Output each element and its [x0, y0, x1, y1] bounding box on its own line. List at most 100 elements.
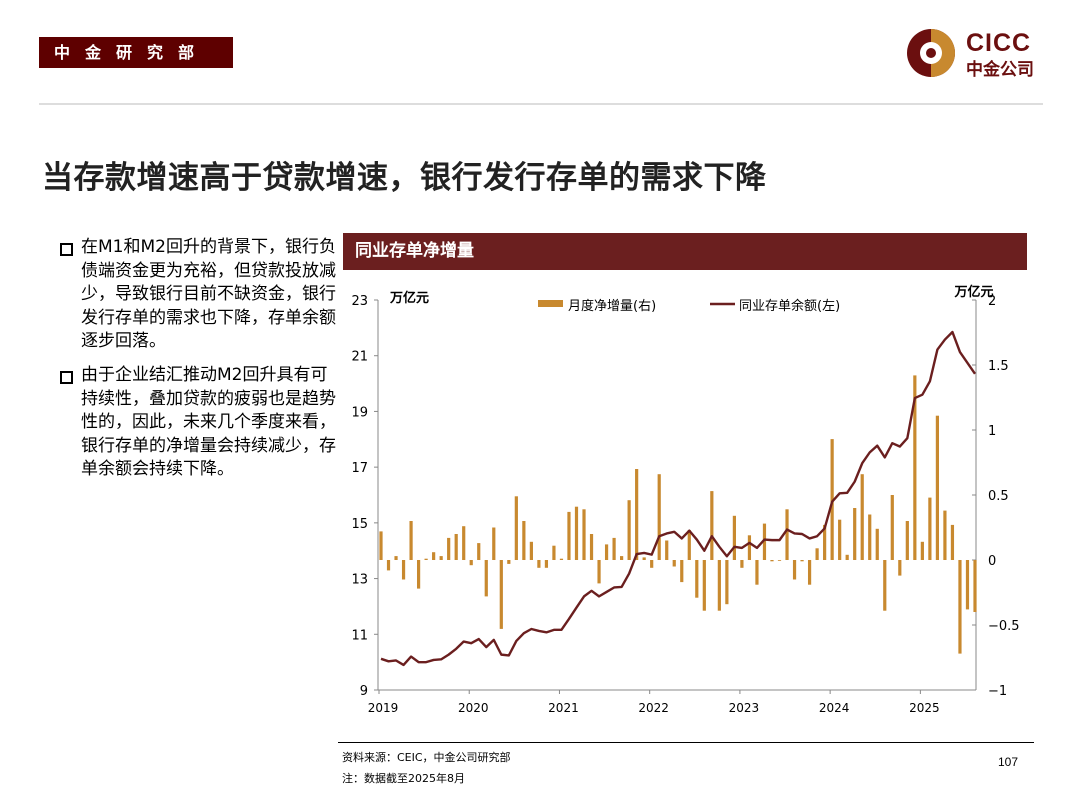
bar [529, 541, 533, 560]
bar [507, 560, 511, 564]
left-tick-label: 19 [351, 405, 368, 420]
bar [905, 521, 909, 560]
bar [792, 560, 797, 580]
x-tick-label: 2022 [638, 701, 669, 715]
left-tick-label: 9 [360, 684, 368, 699]
x-tick-label: 2021 [548, 701, 579, 715]
x-tick-label: 2025 [909, 701, 940, 715]
bar [717, 560, 721, 611]
bar [913, 375, 917, 560]
left-tick-label: 15 [351, 517, 368, 532]
bar [439, 556, 443, 560]
legend-bar-swatch [538, 300, 563, 307]
bar [830, 439, 834, 560]
bar [815, 548, 819, 560]
right-tick-label: 0.5 [988, 489, 1009, 504]
bar [838, 519, 842, 560]
logo-text-zh: 中金公司 [966, 60, 1034, 80]
bar [725, 560, 729, 605]
bar [552, 545, 556, 560]
legend-line-label: 同业存单余额(左) [739, 298, 840, 314]
cicc-logo: CICC 中金公司 [905, 27, 1050, 80]
x-tick-label: 2019 [368, 701, 399, 715]
legend-bar-label: 月度净增量(右) [568, 298, 656, 314]
bar [845, 554, 849, 560]
bar [665, 540, 669, 560]
bar [499, 560, 503, 629]
slide-title: 当存款增速高于贷款增速，银行发行存单的需求下降 [42, 160, 767, 196]
bar [740, 560, 744, 568]
bar [935, 415, 940, 560]
bar [672, 560, 676, 567]
square-bullet-icon [60, 370, 73, 384]
bar [762, 523, 767, 560]
bar [687, 530, 691, 560]
bar [732, 515, 736, 560]
right-tick-label: −1 [988, 684, 1007, 699]
bar [567, 511, 571, 560]
bar [868, 514, 872, 560]
bar [409, 521, 413, 560]
bar [642, 557, 646, 560]
bar [537, 560, 541, 568]
bar [898, 560, 902, 576]
right-tick-label: 2 [988, 294, 996, 309]
bar [462, 526, 466, 560]
cicc-logo-icon [907, 29, 955, 77]
footer-divider [338, 742, 1034, 743]
bar [627, 500, 631, 560]
bar [582, 509, 586, 560]
bar [747, 535, 752, 560]
bar [492, 527, 496, 560]
bar [973, 560, 977, 612]
left-tick-label: 23 [351, 294, 368, 309]
bar [860, 474, 864, 560]
header-divider [39, 103, 1043, 105]
bar [379, 531, 383, 560]
bar [890, 495, 894, 560]
bullet-item: 由于企业结汇推动M2回升具有可持续性，叠加贷款的疲弱也是趋势性的，因此，未来几个… [60, 364, 342, 482]
bar [657, 474, 661, 560]
x-tick-label: 2024 [819, 701, 850, 715]
x-tick-label: 2020 [458, 701, 489, 715]
bar [823, 524, 827, 560]
chart: 9 11 13 15 17 19 21 23 −1 −0.5 0 0.5 1 1.5 2 2019 2020 20… [351, 284, 1020, 715]
bar [477, 543, 481, 560]
bullet-text: 由于企业结汇推动M2回升具有可持续性，叠加贷款的疲弱也是趋势性的，因此，未来几个… [81, 364, 336, 480]
bar [777, 560, 782, 561]
bar [883, 560, 887, 611]
bar [800, 560, 804, 562]
bar [604, 544, 609, 560]
bar [574, 506, 579, 560]
bullet-list: 在M1和M2回升的背景下，银行负债端资金更为充裕，但贷款投放减少，导致银行目前不… [60, 236, 342, 492]
square-bullet-icon [60, 243, 73, 256]
right-tick-label: −0.5 [988, 619, 1020, 634]
bar [401, 560, 406, 580]
bar [454, 534, 458, 560]
bar [710, 491, 714, 560]
right-tick-label: 1.5 [988, 359, 1009, 374]
chart-panel-title: 同业存单净增量 [343, 233, 1027, 270]
bar [424, 558, 428, 560]
left-tick-label: 13 [351, 573, 368, 588]
source-note: 资料来源：CEIC，中金公司研究部 [342, 751, 511, 764]
bar [544, 560, 549, 568]
bar [695, 560, 699, 598]
bar [394, 556, 398, 560]
left-tick-label: 21 [351, 350, 368, 365]
logo-text-en: CICC [966, 29, 1032, 57]
bar [650, 560, 654, 568]
department-badge: 中金研究部 [39, 37, 233, 68]
bar [950, 524, 955, 560]
bar [702, 560, 706, 611]
bar [589, 534, 594, 560]
bar [807, 560, 812, 585]
bullet-text: 在M1和M2回升的背景下，银行负债端资金更为充裕，但贷款投放减少，导致银行目前不… [81, 237, 336, 352]
bar [920, 541, 924, 560]
x-tick-label: 2023 [729, 701, 760, 715]
bar [597, 560, 601, 584]
bar [965, 560, 970, 610]
left-axis-unit: 万亿元 [389, 290, 429, 306]
bar [943, 510, 947, 560]
bar [484, 560, 488, 597]
